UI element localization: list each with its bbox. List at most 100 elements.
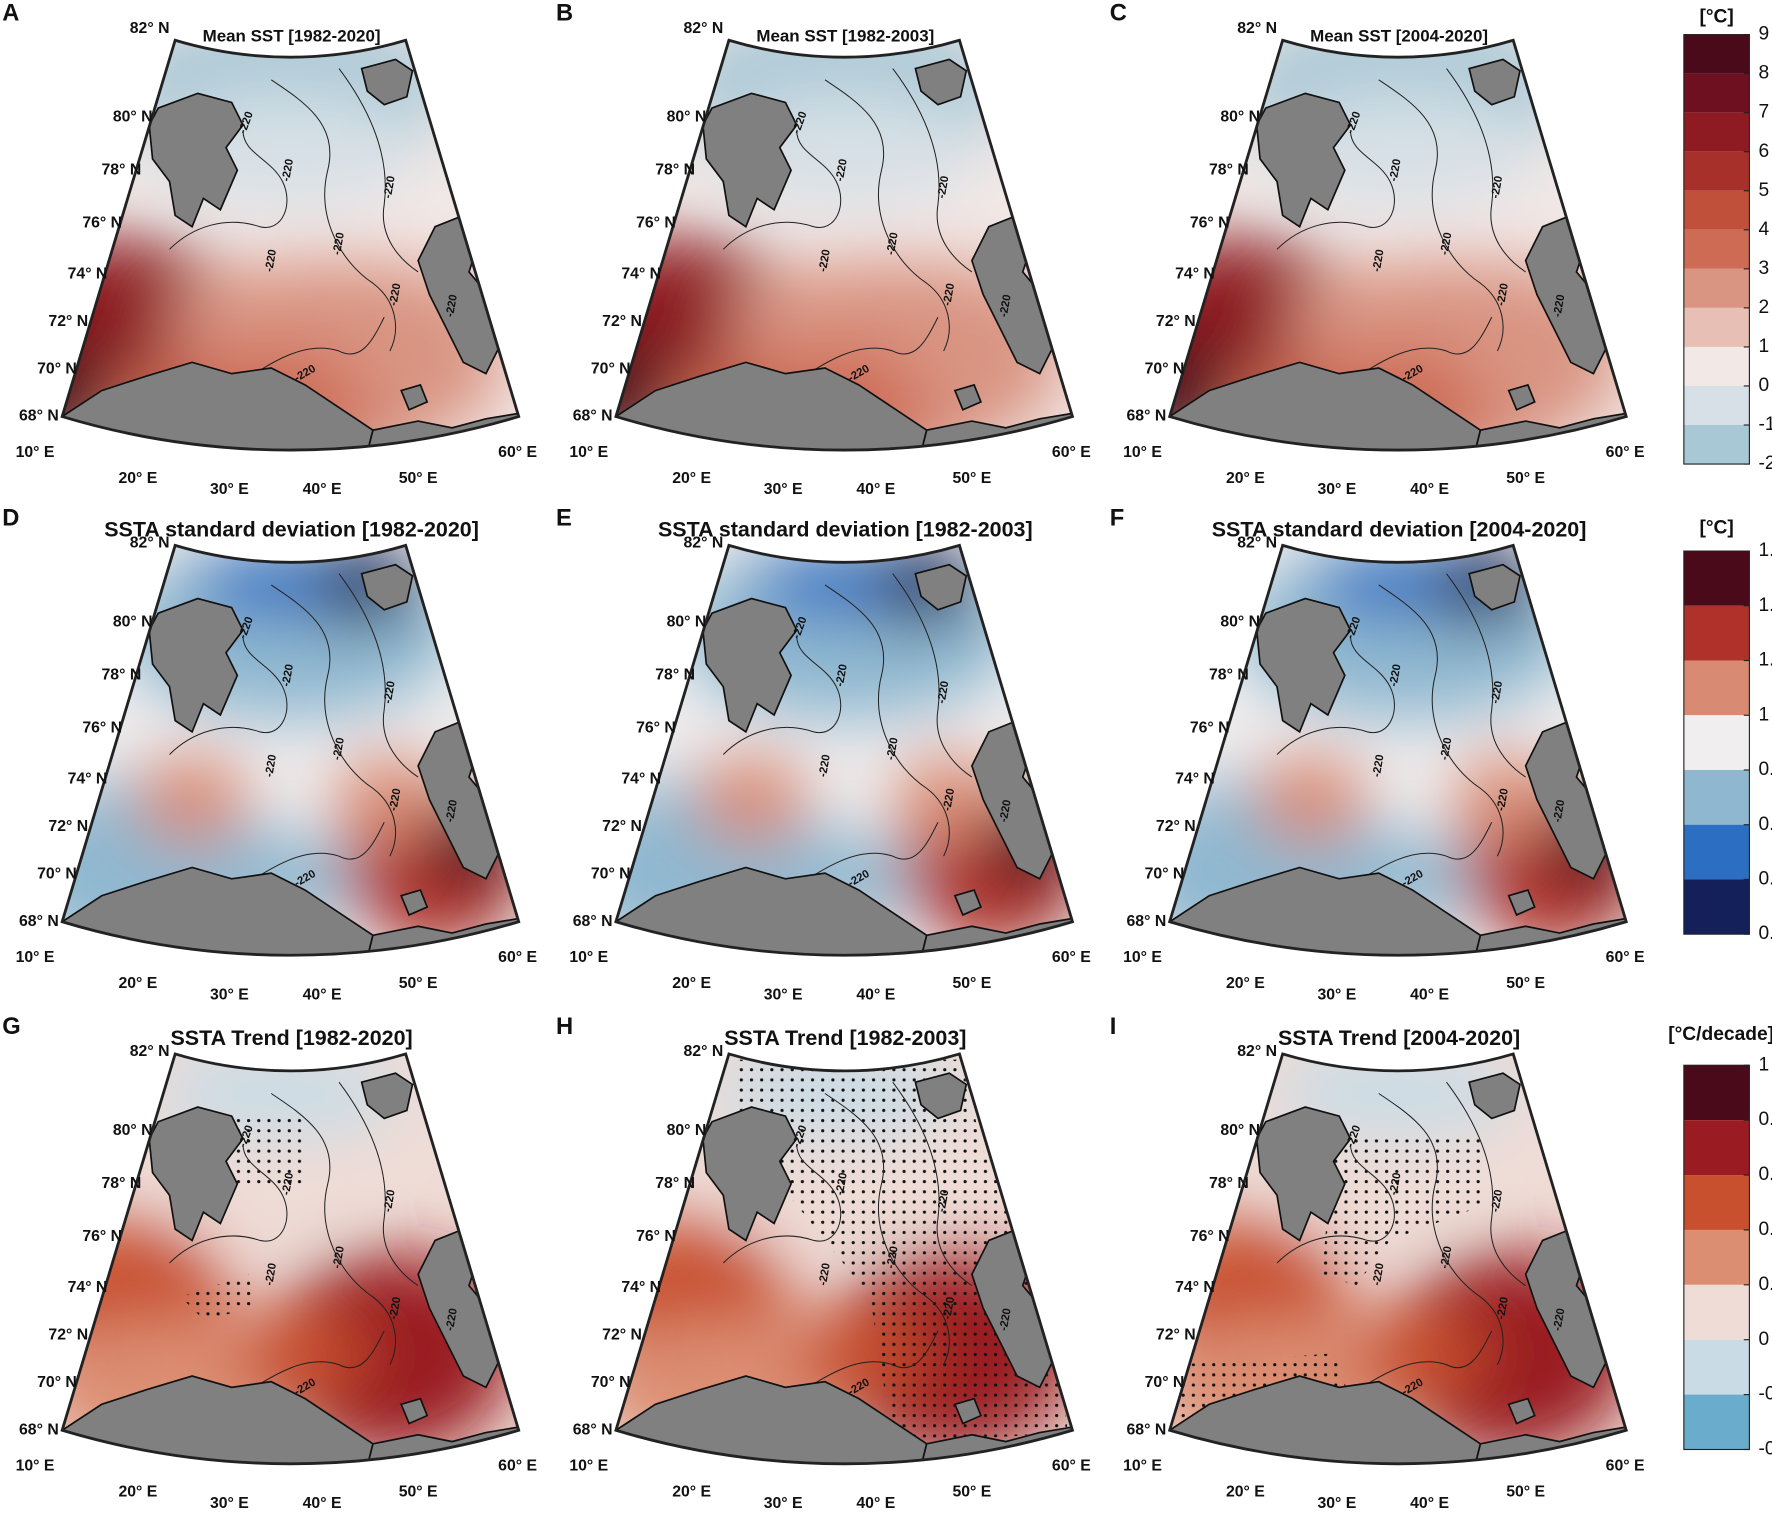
latitude-label: 74° N	[1175, 1279, 1215, 1296]
significance-dots	[180, 1274, 255, 1320]
land	[1468, 1072, 1521, 1120]
isobath-label: -220	[998, 294, 1014, 318]
isobath-label: -220	[885, 737, 901, 761]
isobath-label: -220	[444, 294, 460, 318]
colorbar-tick-label: -1	[1758, 414, 1772, 435]
latitude-label: 74° N	[621, 265, 661, 282]
latitude-label: 78° N	[102, 161, 142, 178]
isobath-label: -220	[263, 248, 279, 272]
isobath-label: -220	[331, 737, 347, 761]
latitude-label: 72° N	[1156, 313, 1196, 330]
isobath	[1276, 130, 1395, 250]
colorbar-tick-label: 1	[1758, 704, 1769, 725]
longitude-label: 10° E	[16, 1458, 55, 1475]
colorbar-segment	[1683, 34, 1750, 74]
isobath-label: -220	[263, 754, 279, 778]
colorbar: 9 8 7 6 5 4 3 2 1 0 -1 -2 [°C]	[1683, 7, 1772, 474]
land	[400, 1397, 429, 1425]
map-frame	[60, 543, 521, 957]
latitude-label: 80° N	[1220, 108, 1260, 125]
colorbar-segment	[1683, 551, 1750, 606]
colorbar-tick-label: 1.2	[1758, 650, 1772, 671]
longitude-label: 60° E	[498, 444, 537, 461]
colorbar-segment	[1683, 151, 1750, 191]
latitude-label: 76° N	[82, 720, 122, 737]
isobath	[790, 822, 939, 891]
panel-letter: A	[2, 1, 19, 27]
longitude-label: 30° E	[210, 1495, 249, 1512]
longitude-label: 20° E	[118, 1484, 157, 1501]
latitude-label: 68° N	[19, 408, 59, 425]
isobath	[1446, 68, 1526, 273]
longitude-label: 20° E	[1226, 470, 1265, 487]
isobath	[270, 79, 396, 352]
isobath	[338, 1081, 419, 1287]
isobath	[824, 584, 950, 857]
land	[148, 1106, 244, 1242]
isobath	[169, 130, 288, 250]
isobath	[237, 822, 385, 891]
isobath	[1378, 79, 1504, 352]
colorbar-tick-label: 0.2	[1758, 1274, 1772, 1295]
isobath	[892, 68, 973, 273]
colorbar-segment	[1683, 1284, 1750, 1340]
field-blob	[231, 1308, 368, 1399]
latitude-label: 76° N	[636, 215, 676, 232]
field-blob	[333, 754, 447, 845]
colorbar-segment	[1683, 1229, 1750, 1285]
longitude-label: 20° E	[1226, 1484, 1265, 1501]
longitude-label: 40° E	[303, 986, 342, 1003]
longitude-label: 60° E	[498, 1458, 537, 1475]
latitude-label: 72° N	[602, 1327, 642, 1344]
colorbar-segment	[1683, 1339, 1750, 1395]
longitude-label: 10° E	[569, 1458, 608, 1475]
latitude-label: 78° N	[655, 1175, 695, 1192]
latitude-label: 68° N	[573, 913, 613, 930]
colorbar-tick-label: 1.6	[1758, 540, 1772, 561]
colorbar-tick-label: 0.8	[1758, 1109, 1772, 1130]
latitude-label: 78° N	[102, 1175, 142, 1192]
land	[360, 58, 414, 106]
longitude-label: 20° E	[1226, 975, 1265, 992]
land	[1507, 383, 1536, 411]
panel-letter: G	[2, 1014, 20, 1040]
isobath	[1276, 1144, 1395, 1264]
map-frame	[614, 543, 1075, 957]
colorbar-segment	[1683, 190, 1750, 230]
latitude-label: 72° N	[48, 313, 88, 330]
colorbar-unit: [°C]	[1699, 7, 1733, 28]
isobath-label: -220	[941, 1296, 957, 1320]
latitude-label: 72° N	[602, 313, 642, 330]
isobath	[1378, 1093, 1504, 1365]
latitude-label: 74° N	[68, 1279, 108, 1296]
isobath-label: -220	[1489, 680, 1505, 704]
isobath	[338, 68, 419, 273]
panel-title: SSTA Trend [2004-2020]	[1278, 1026, 1520, 1050]
latitude-label: 74° N	[1175, 265, 1215, 282]
isobath-label: -220	[280, 158, 296, 182]
isobath	[1276, 635, 1395, 755]
longitude-label: 40° E	[303, 481, 342, 498]
latitude-label: 82° N	[1237, 1043, 1277, 1060]
land	[702, 597, 798, 734]
longitude-label: 40° E	[856, 481, 895, 498]
latitude-label: 74° N	[68, 771, 108, 788]
isobath-label: -220	[1489, 1189, 1505, 1213]
longitude-label: 20° E	[672, 470, 711, 487]
longitude-label: 40° E	[856, 1495, 895, 1512]
land	[360, 563, 414, 611]
isobath-label: -220	[941, 282, 957, 306]
longitude-label: 60° E	[1052, 949, 1091, 966]
longitude-label: 60° E	[1606, 1458, 1645, 1475]
isobath-label: -220	[388, 282, 404, 306]
colorbar-segment	[1683, 1394, 1750, 1450]
colorbar-segment	[1683, 425, 1750, 465]
isobath-label: -220	[998, 799, 1014, 823]
land	[1507, 1397, 1536, 1425]
colorbar-tick-label: 0.4	[1758, 869, 1772, 890]
colorbar-frame	[1683, 550, 1750, 935]
panel-title: SSTA Trend [1982-2003]	[724, 1026, 966, 1050]
